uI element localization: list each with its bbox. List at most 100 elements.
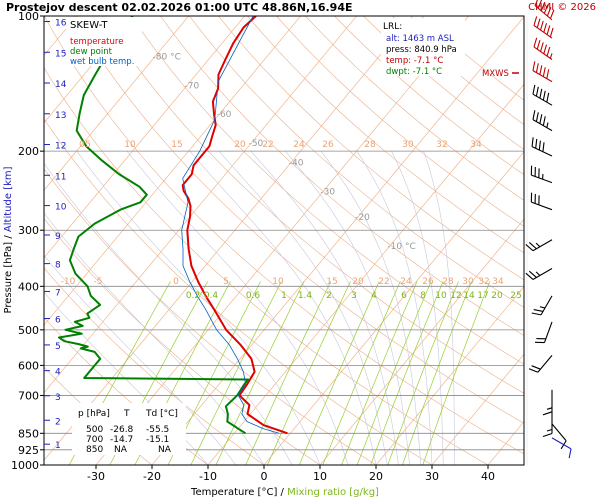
wind-barb [542,389,553,416]
wind-barb [533,16,554,39]
plot-area [44,16,524,465]
wind-barb [542,411,553,438]
temperature-tick-label: -20 [143,470,161,483]
x-axis-title-mixing-ratio: Mixing ratio [g/kg] [287,487,379,498]
wind-barb-feather [546,25,551,35]
wind-barb-staff [540,295,553,316]
mixing-ratio-label: 25 [510,291,521,301]
wind-barb-staff [532,239,553,252]
level-table-cell: -26.8 [110,425,134,435]
adiabat-label: 22 [262,140,273,150]
adiabat-label: 32 [478,277,489,287]
mixing-ratio-label: 1.4 [298,291,313,301]
wind-barb-feather [542,411,553,416]
wind-barb-feather [542,116,546,126]
temperature-tick-label: -30 [87,470,105,483]
altitude-tick-label: 15 [55,49,66,59]
mixing-ratio-label: 20 [491,291,503,301]
wind-barb-feather [540,42,544,52]
wind-barb-half-feather [546,428,553,432]
legend-temperature: temperature [70,37,123,47]
adiabat-label: 0 [173,277,179,287]
dry-adiabat-line [218,16,524,281]
dry-adiabat-line [44,16,524,455]
level-table-box [72,403,186,455]
mixing-ratio-label: 0.2 [186,291,200,301]
dry-adiabat-line [44,168,377,465]
wind-barb-feather [537,0,543,9]
wind-barb-feather [531,312,542,316]
dry-adiabat-line [73,16,524,424]
wind-barb-feather [542,432,553,438]
altitude-tick-label: 5 [55,342,61,352]
wind-barb [532,61,553,83]
pressure-tick-label: 600 [18,359,39,372]
y-axis-title-separator: / [3,232,14,242]
level-table-cell: -14.7 [110,435,133,445]
wind-barb-half-feather [549,53,553,59]
wind-barb-staff [531,174,553,184]
wind-barb-feather [535,86,539,97]
level-table-cell: -15.1 [146,435,169,445]
legend-title: SKEW-T [70,20,108,31]
isotherm-line [44,16,134,124]
adiabat-label: 10 [124,140,136,150]
wind-barb-feather [535,112,539,122]
adiabat-label: 28 [442,277,454,287]
level-table-cell: 700 [86,435,103,445]
wind-barb [531,137,553,157]
wind-barb-feather [532,110,536,120]
wind-barb-feather [539,65,543,75]
wind-barb-staff [532,93,553,106]
dry-adiabat-line [304,16,524,201]
lrl-box [381,18,465,76]
wind-barb [525,267,553,280]
x-axis-title-separator: / [277,487,287,498]
plot-frame [43,15,525,466]
wind-barb-feather [533,308,544,312]
altitude-tick-label: 10 [55,203,67,213]
adiabat-label: 30 [462,277,474,287]
temperature-tick-label: 20 [369,470,383,483]
wind-barb [531,295,553,316]
wind-barb-feather [549,27,554,38]
wind-barb-feather [540,20,544,31]
wind-barb [528,355,553,373]
isotherm-line [44,16,246,259]
wind-barb-feather [528,242,537,250]
dry-adiabat-line [44,267,265,465]
wind-barb-staff [531,201,553,211]
adiabat-label: 5 [223,277,229,287]
adiabat-label: 10 [272,277,284,287]
wind-barb-feather [532,84,536,95]
isotherm-line [319,218,524,465]
dry-adiabat-line [276,16,524,227]
wind-barb-feather [525,272,534,280]
wind-barb-feather [542,142,545,152]
wind-barb-feather [543,4,549,14]
lrl-title: LRL: [383,22,402,32]
dry-adiabat-line [189,16,524,308]
altitude-tick-label: 14 [55,80,67,90]
wind-barb-feather [549,9,555,19]
level-table-cell: 850 [86,445,103,455]
mixing-ratio-label: 12 [450,291,461,301]
wind-barb-feather [525,244,534,252]
mixing-ratio-label: 8 [420,291,426,301]
dry-adiabat-line [247,16,524,254]
temperature-tick-label: 0 [261,470,268,483]
wind-barb [525,239,553,252]
level-table-cell: NA [158,445,172,455]
wind-barb-feather [532,61,536,71]
isotherm-line [44,16,414,461]
series-line-wet-bulb-temp [181,16,280,434]
adiabat-label: 34 [492,277,504,287]
mixing-ratio-label: 17 [477,291,488,301]
wind-barb-feather [546,92,550,103]
adiabat-label: 26 [322,140,334,150]
wind-barb-feather [546,69,550,79]
x-axis-title: Temperature [°C] / Mixing ratio [g/kg] [190,487,379,498]
wind-barb [530,192,553,211]
lrl-alt: alt: 1463 m ASL [386,34,454,44]
wind-barb-staff [532,70,553,83]
